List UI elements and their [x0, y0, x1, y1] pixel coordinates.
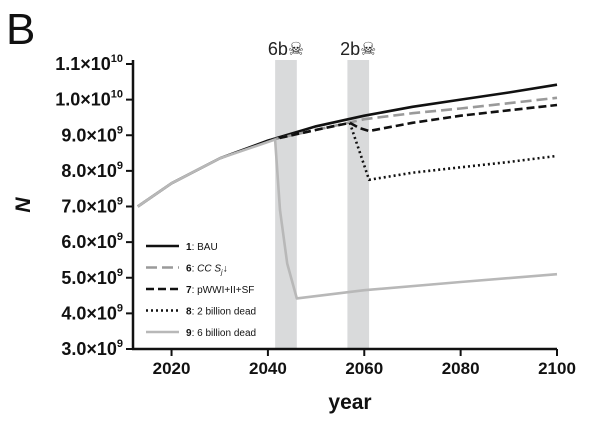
legend-series-name: 2 billion dead	[197, 307, 256, 318]
legend-series-subscript: j	[220, 270, 223, 277]
legend: 1: BAU 6: CC Sj↓ 7: pWWI+II+SF 8: 2 billion…	[146, 242, 256, 339]
legend-colon: :	[192, 242, 198, 253]
legend-colon: :	[192, 328, 198, 339]
y-tick-label: 1.1×1010	[55, 53, 123, 74]
y-axis-label: N	[12, 197, 35, 213]
legend-label: 7: pWWI+II+SF	[186, 285, 254, 296]
legend-colon: :	[192, 307, 198, 318]
series-lines	[137, 83, 558, 300]
y-tick-label: 3.0×109	[61, 338, 123, 359]
legend-series-name: CC S	[197, 264, 221, 275]
series-line-1	[137, 83, 558, 208]
series-line-6	[267, 96, 558, 142]
x-tick-label: 2020	[153, 359, 191, 378]
legend-label: 9: 6 billion dead	[186, 328, 256, 339]
y-tick-mantissa: 1.1×10	[55, 54, 111, 74]
y-ticks: 3.0×1094.0×1095.0×1096.0×1097.0×1098.0×1…	[55, 53, 133, 359]
band-label: 2b☠	[340, 39, 376, 59]
legend-series-number: 7	[186, 285, 192, 296]
legend-series-number: 8	[186, 307, 192, 318]
y-tick-label: 5.0×109	[61, 267, 123, 288]
y-tick-exponent: 9	[117, 267, 123, 279]
series-line-7	[267, 103, 558, 142]
y-tick-exponent: 9	[117, 196, 123, 208]
y-tick-exponent: 10	[111, 89, 123, 101]
axes	[131, 60, 557, 351]
legend-series-name: BAU	[197, 242, 218, 253]
legend-series-name: 6 billion dead	[197, 328, 256, 339]
y-tick-exponent: 9	[117, 160, 123, 172]
x-tick-label: 2040	[249, 359, 287, 378]
y-tick-exponent: 9	[117, 231, 123, 243]
legend-colon: :	[192, 264, 198, 275]
legend-label: 8: 2 billion dead	[186, 307, 256, 318]
legend-colon: :	[192, 285, 198, 296]
y-tick-mantissa: 5.0×10	[61, 268, 117, 288]
y-tick-exponent: 9	[117, 302, 123, 314]
y-tick-mantissa: 9.0×10	[61, 125, 117, 145]
y-tick-label: 7.0×109	[61, 196, 123, 217]
band-labels: 6b☠ 2b☠	[268, 39, 376, 59]
y-tick-label: 9.0×109	[61, 124, 123, 145]
legend-label: 1: BAU	[186, 242, 218, 253]
y-tick-label: 1.0×1010	[55, 89, 123, 110]
y-tick-mantissa: 3.0×10	[61, 339, 117, 359]
legend-series-number: 1	[186, 242, 192, 253]
y-tick-label: 8.0×109	[61, 160, 123, 181]
y-tick-label: 6.0×109	[61, 231, 123, 252]
legend-series-number: 6	[186, 264, 192, 275]
y-tick-exponent: 9	[117, 338, 123, 350]
y-tick-mantissa: 6.0×10	[61, 232, 117, 252]
series-line-8	[348, 122, 558, 182]
x-tick-label: 2080	[442, 359, 480, 378]
y-tick-mantissa: 8.0×10	[61, 161, 117, 181]
y-tick-mantissa: 4.0×10	[61, 303, 117, 323]
y-tick-mantissa: 1.0×10	[55, 90, 111, 110]
legend-series-name: pWWI+II+SF	[197, 285, 254, 296]
y-tick-label: 4.0×109	[61, 302, 123, 323]
y-tick-mantissa: 7.0×10	[61, 197, 117, 217]
panel-label: B	[6, 5, 35, 54]
shaded-band	[347, 60, 370, 349]
legend-label: 6: CC Sj↓	[186, 264, 228, 277]
legend-series-number: 9	[186, 328, 192, 339]
x-tick-label: 2100	[538, 359, 576, 378]
legend-series-suffix: ↓	[223, 264, 228, 275]
x-tick-label: 2060	[345, 359, 383, 378]
y-tick-exponent: 9	[117, 124, 123, 136]
shaded-bands	[275, 60, 370, 349]
band-label: 6b☠	[268, 39, 304, 59]
x-ticks: 2020 2040 2060 2080 2100	[153, 349, 576, 378]
y-tick-exponent: 10	[111, 53, 123, 65]
series-line-9	[137, 138, 558, 300]
x-axis-label: year	[328, 391, 371, 414]
